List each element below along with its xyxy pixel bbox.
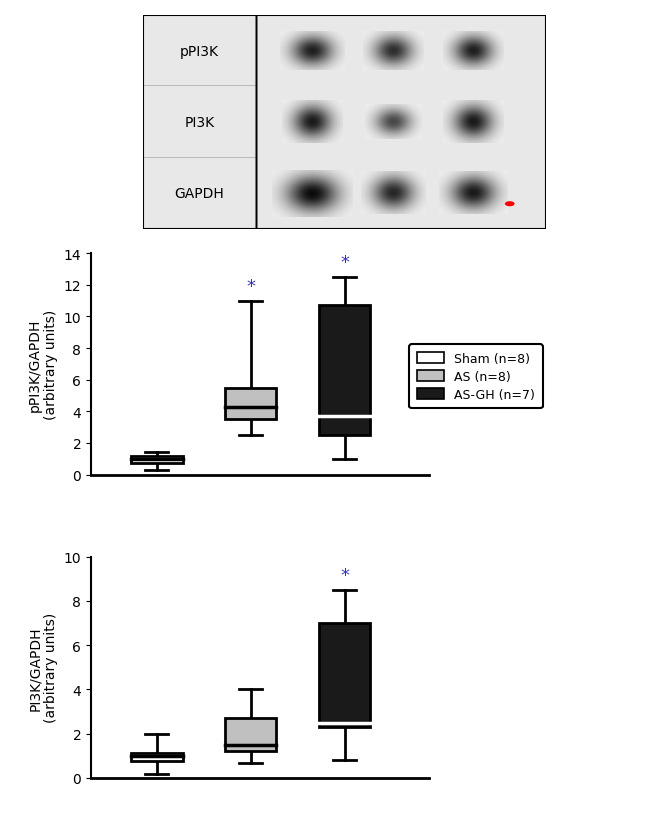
Y-axis label: PI3K/GAPDH
(arbitrary units): PI3K/GAPDH (arbitrary units) [28,613,58,722]
Bar [131,753,183,762]
Text: *: * [340,254,349,272]
Text: PI3K: PI3K [185,115,215,130]
Text: *: * [246,278,255,296]
Bar [256,16,546,229]
Bar [131,457,183,464]
Text: *: * [340,567,349,585]
Bar [318,306,370,436]
Text: GAPDH: GAPDH [175,187,224,201]
Legend: Sham (n=8), AS (n=8), AS-GH (n=7): Sham (n=8), AS (n=8), AS-GH (n=7) [410,345,543,409]
Bar [225,388,276,420]
Bar [318,623,370,727]
Bar [143,16,256,88]
Circle shape [505,202,515,207]
Bar [143,88,256,158]
Y-axis label: pPI3K/GAPDH
(arbitrary units): pPI3K/GAPDH (arbitrary units) [28,310,58,419]
Text: pPI3K: pPI3K [180,45,219,59]
Bar [225,718,276,752]
Bar [143,158,256,229]
